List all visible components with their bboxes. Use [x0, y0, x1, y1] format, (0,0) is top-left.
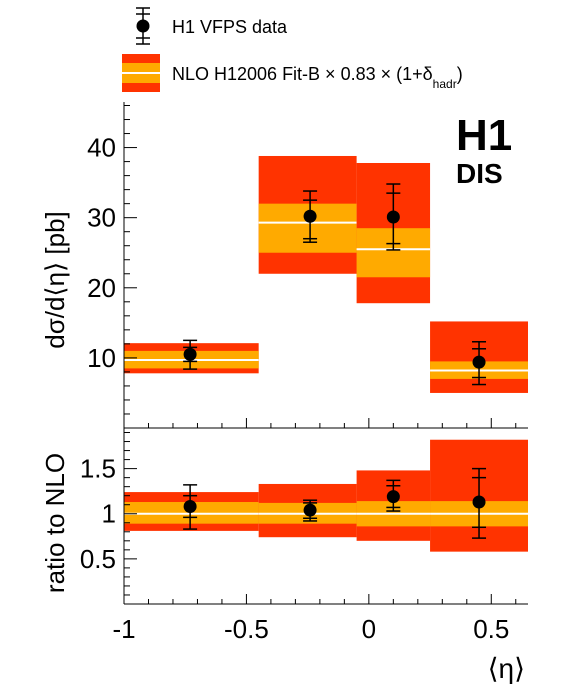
data-point [183, 484, 198, 530]
data-point [183, 339, 198, 370]
y-tick-label: 0.5 [80, 544, 116, 574]
x-tick-label: 0 [362, 614, 376, 644]
x-tick-label: -1 [112, 614, 135, 644]
x-tick-label: 0.5 [473, 614, 509, 644]
ratio-panel: 0.5 1 1.5 -1 -0.5 0 0.5 [80, 428, 528, 644]
legend-nlo-label: NLO H12006 Fit-B × 0.83 × (1+δhadr) [172, 64, 463, 91]
data-marker [386, 490, 400, 504]
data-marker [303, 209, 317, 223]
y-tick-label: 30 [87, 203, 116, 233]
data-marker [472, 355, 486, 369]
legend-nlo-label-close: ) [457, 64, 463, 84]
data-point [386, 183, 401, 251]
data-marker [183, 500, 197, 514]
legend-nlo-label-sub: hadr [433, 77, 457, 91]
cross-section-panel: 10 20 30 40 [87, 102, 528, 429]
legend: H1 VFPS data NLO H12006 Fit-B × 0.83 × (… [122, 7, 463, 92]
legend-nlo-label-main: NLO H12006 Fit-B × 0.83 × (1+δ [172, 64, 433, 84]
x-tick-label: -0.5 [224, 614, 269, 644]
experiment-label: H1 [456, 111, 512, 160]
data-marker [472, 495, 486, 509]
top-y-axis-title: dσ/d⟨η⟩ [pb] [40, 211, 70, 349]
x-axis-title: ⟨η⟩ [488, 653, 525, 684]
data-point [303, 190, 318, 243]
y-tick-label: 1.5 [80, 454, 116, 484]
data-point [303, 499, 318, 522]
y-tick-label: 20 [87, 273, 116, 303]
legend-data-label: H1 VFPS data [172, 17, 288, 37]
legend-data-marker [136, 7, 150, 45]
experiment-sub-label: DIS [456, 158, 503, 189]
legend-nlo-swatch [122, 54, 160, 92]
y-tick-label: 40 [87, 133, 116, 163]
data-marker [303, 503, 317, 517]
data-point [472, 467, 487, 539]
y-tick-label: 10 [87, 343, 116, 373]
bottom-y-axis-title: ratio to NLO [40, 453, 70, 593]
data-point [472, 341, 487, 386]
data-marker [183, 347, 197, 361]
data-point [386, 479, 401, 512]
data-marker [386, 210, 400, 224]
y-tick-label: 1 [102, 499, 116, 529]
